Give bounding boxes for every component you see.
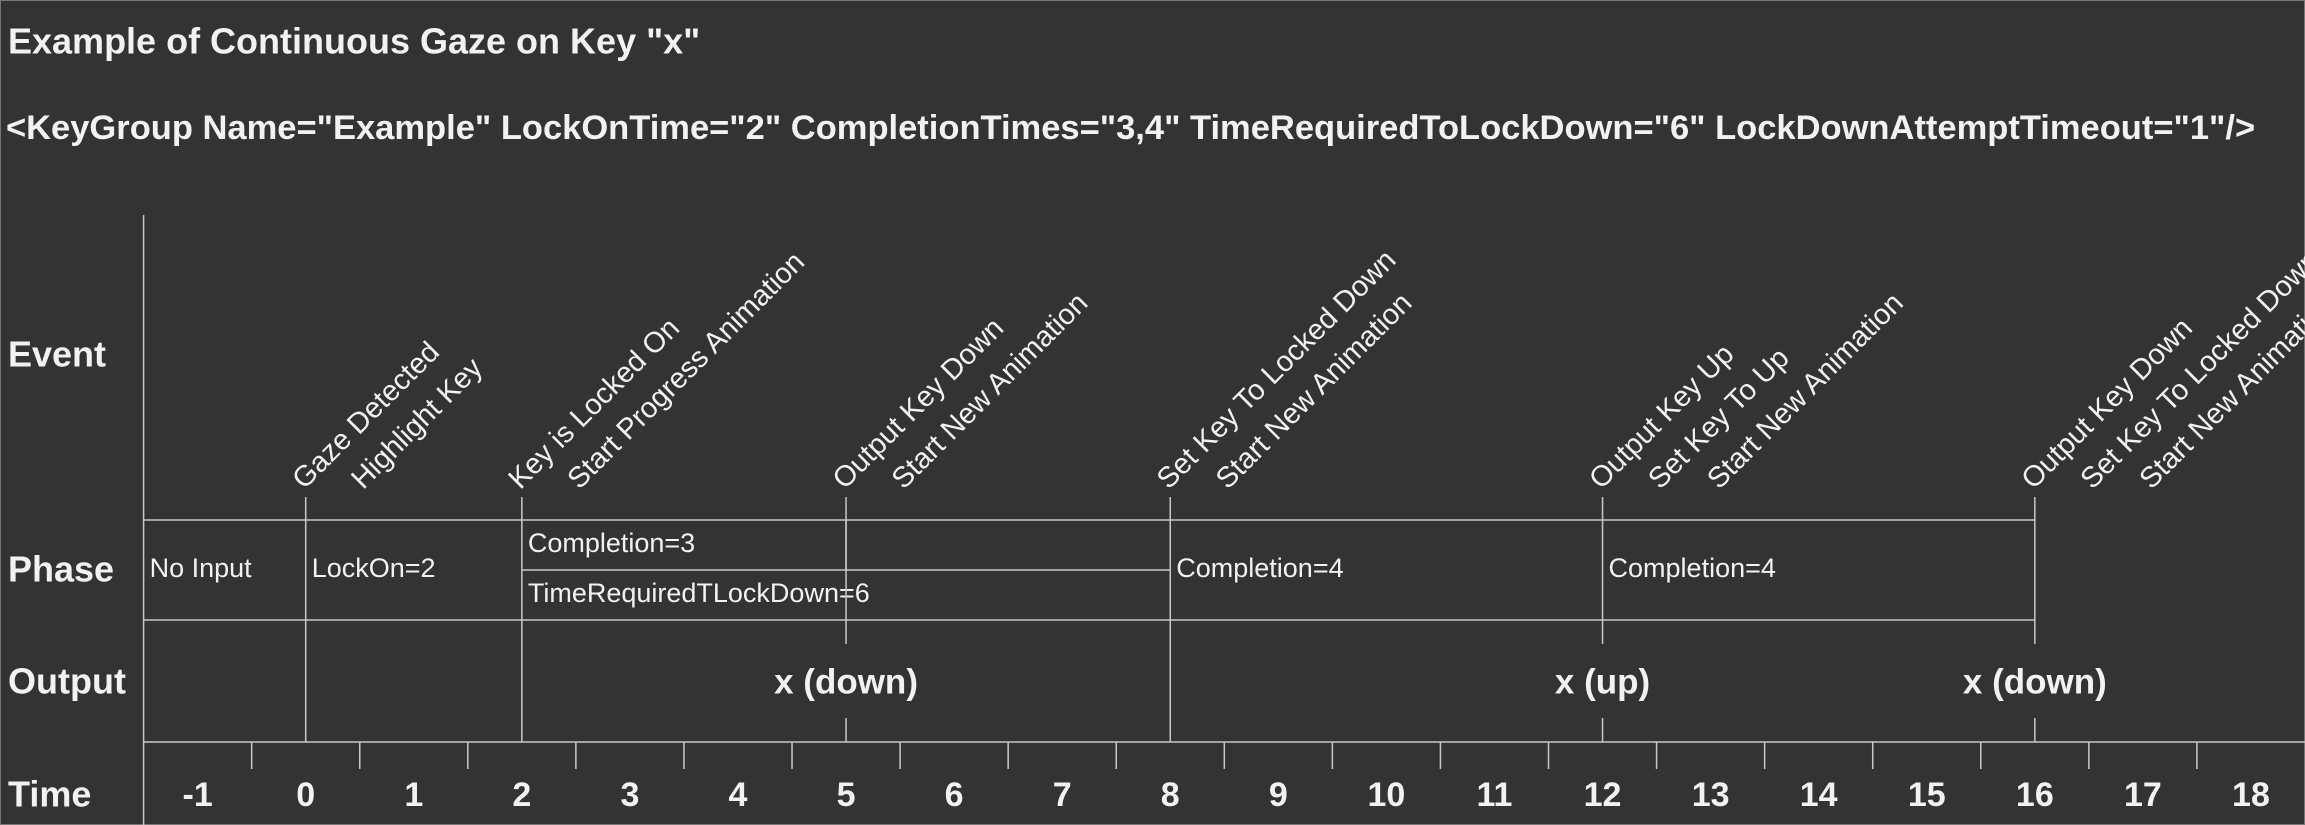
phase-label: LockOn=2 <box>312 553 436 583</box>
time-tick-label: 14 <box>1800 776 1838 814</box>
time-tick-label: 7 <box>1053 776 1072 814</box>
time-tick-label: 5 <box>837 776 856 814</box>
phase-label: No Input <box>150 553 253 583</box>
time-tick-label: 4 <box>729 776 748 814</box>
row-label: Time <box>8 774 91 815</box>
time-tick-label: 18 <box>2232 776 2270 814</box>
time-tick-label: 11 <box>1476 776 1512 814</box>
time-tick-label: 16 <box>2016 776 2054 814</box>
phase-label: Completion=4 <box>1609 553 1776 583</box>
time-tick-label: 17 <box>2124 776 2162 814</box>
time-tick-label: 10 <box>1367 776 1405 814</box>
time-tick-label: 9 <box>1269 776 1288 814</box>
phase-label: TimeRequiredTLockDown=6 <box>528 578 870 608</box>
time-tick-label: 6 <box>945 776 964 814</box>
title: Example of Continuous Gaze on Key "x" <box>8 21 700 62</box>
row-label: Phase <box>8 549 114 590</box>
row-label: Event <box>8 334 106 375</box>
time-tick-label: 12 <box>1584 776 1622 814</box>
phase-label: Completion=4 <box>1176 553 1343 583</box>
time-tick-label: 13 <box>1692 776 1730 814</box>
time-tick-label: 0 <box>296 776 315 814</box>
time-tick-label: -1 <box>183 776 213 814</box>
time-tick-label: 3 <box>620 776 639 814</box>
time-tick-label: 2 <box>512 776 531 814</box>
key-group: <KeyGroup Name="Example" LockOnTime="2" … <box>6 109 2255 147</box>
output-label: x (up) <box>1555 662 1650 701</box>
time-tick-label: 15 <box>1908 776 1946 814</box>
output-label: x (down) <box>774 662 918 701</box>
row-label: Output <box>8 661 126 702</box>
phase-label: Completion=3 <box>528 528 695 558</box>
output-label: x (down) <box>1963 662 2107 701</box>
time-tick-label: 8 <box>1161 776 1180 814</box>
time-tick-label: 1 <box>404 776 423 814</box>
